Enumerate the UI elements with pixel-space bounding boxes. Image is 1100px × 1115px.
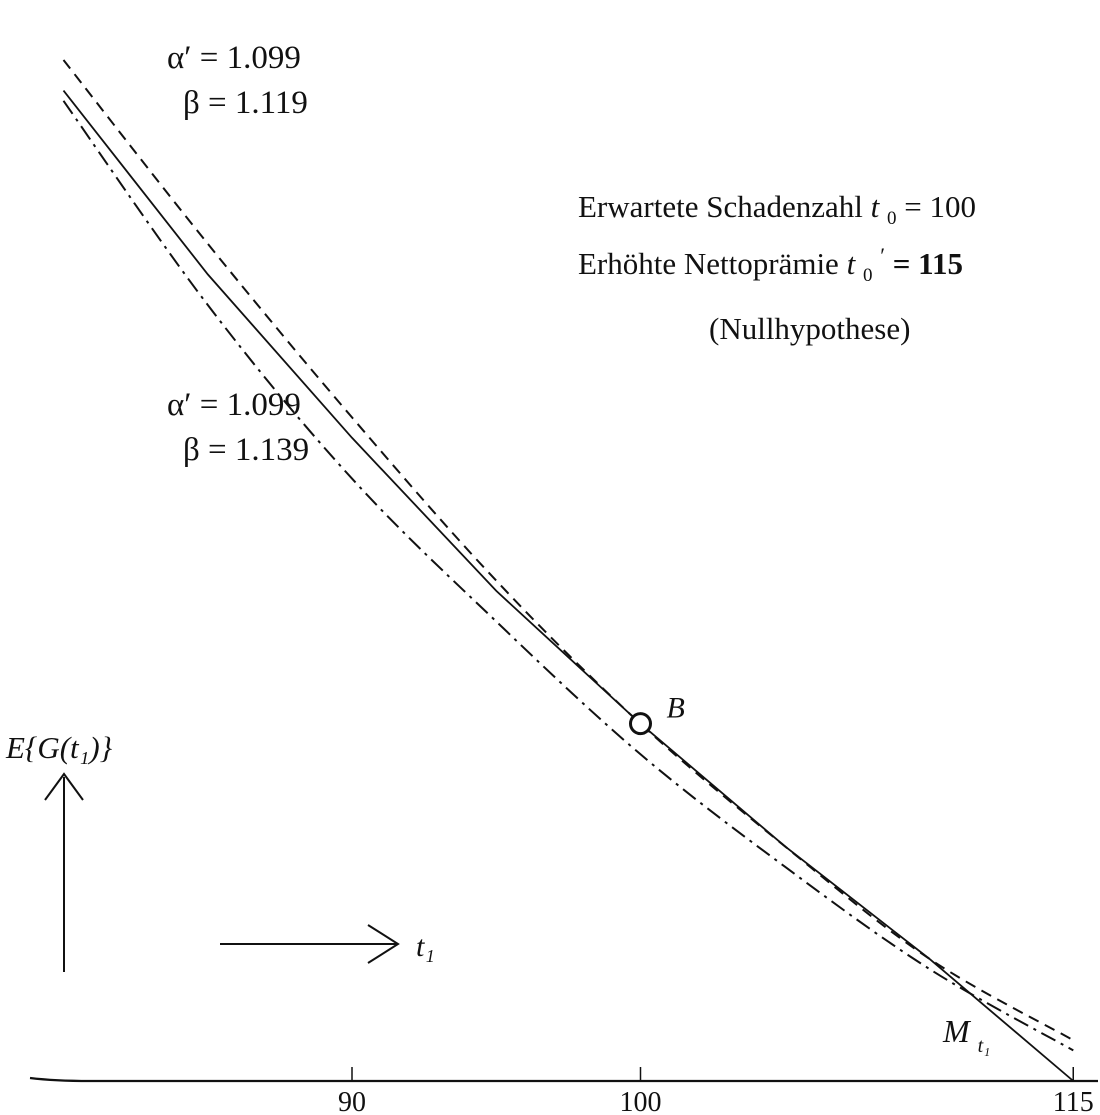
info-null-hypothesis: (Nullhypothese) [709,311,910,346]
x-axis-label: t₁ [416,930,435,963]
info-net-premium: Erhöhte Nettoprämie t 0 ′ = 115 [578,235,963,288]
x-tick-label: 115 [1053,1087,1094,1115]
x-axis-line [29,1076,1098,1083]
info-t0prime-value: = 115 [893,246,963,281]
dashdot-alpha-label: α′ = 1.099 [167,387,301,423]
info-t0-sub: 0 [887,208,897,229]
info-t0prime-sub: 0 [863,265,873,286]
point-b-marker [629,712,652,736]
dashed-curve [62,59,1074,1042]
info-t0prime-prime: ′ [880,243,885,268]
endpoint-label-sub: t₁ [978,1035,991,1057]
info-t0-var: t [871,189,881,224]
x-tick-label: 100 [620,1087,662,1115]
endpoint-label-main: M [942,1013,972,1049]
info-t0-value: = 100 [904,189,976,224]
info-net-premium-text: Erhöhte Nettoprämie [578,246,847,281]
x-axis-arrow-icon [220,924,400,964]
solid-curve [62,90,1074,1082]
point-b-label: B [667,692,685,725]
y-axis-arrow-icon [44,772,84,972]
dash-dot-curve [62,100,1074,1052]
dashdot-beta-label: β = 1.139 [183,432,309,468]
x-tick-label: 90 [338,1087,366,1115]
endpoint-label: M t₁ [942,1013,990,1057]
x-axis-ticks: 90 100 115 [338,1067,1094,1115]
y-axis-label: E{G(t₁)} [5,730,113,765]
info-t0prime-var: t [847,246,857,281]
dashed-alpha-label: α′ = 1.099 [167,40,301,76]
info-expected-claims: Erwartete Schadenzahl t 0 = 100 [578,189,976,231]
info-expected-claims-text: Erwartete Schadenzahl [578,189,871,224]
dashed-beta-label: β = 1.119 [183,85,308,121]
